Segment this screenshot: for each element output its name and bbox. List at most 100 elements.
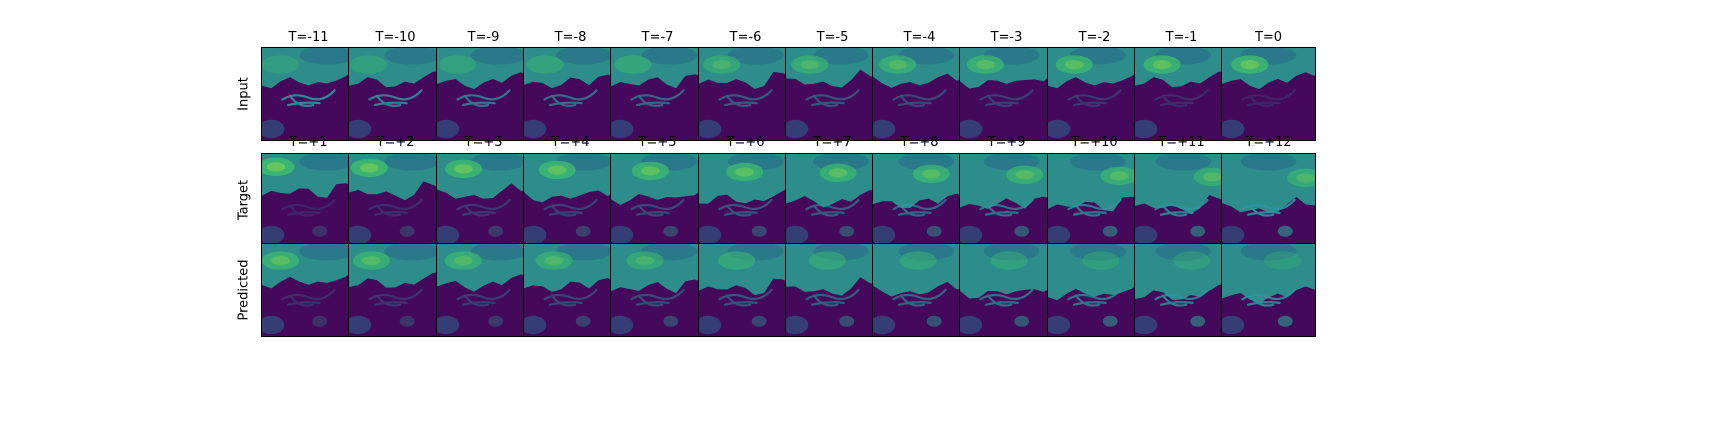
row-label-input: Input: [234, 47, 254, 141]
field-image: [873, 48, 966, 140]
input-frame-panel: [1134, 47, 1229, 141]
input-frame-panel: [872, 47, 967, 141]
field-image: [1222, 48, 1315, 140]
predicted-frame-panel: [785, 243, 880, 337]
panel-title: T=+8: [900, 135, 939, 150]
field-image: [960, 154, 1053, 246]
input-frame-panel: [1221, 47, 1316, 141]
predicted-frame-panel: [1134, 243, 1229, 337]
target-frame-panel: [785, 153, 880, 247]
panel-title: T=-7: [641, 30, 674, 45]
predicted-frame-panel: [872, 243, 967, 337]
panel-title: T=-4: [903, 30, 936, 45]
field-image: [349, 244, 442, 336]
row-label-predicted: Predicted: [234, 243, 254, 337]
field-image: [699, 154, 792, 246]
row-label-target: Target: [234, 153, 254, 247]
predicted-frame-panel: [523, 243, 618, 337]
panel-title: T=+2: [376, 135, 415, 150]
field-image: [1048, 154, 1141, 246]
predicted-frame-panel: [610, 243, 705, 337]
predicted-frame-panel: [1047, 243, 1142, 337]
panel-title: T=-9: [467, 30, 500, 45]
row-label-text: Input: [236, 77, 252, 111]
input-frame-panel: [698, 47, 793, 141]
panel-title: T=0: [1254, 30, 1283, 45]
input-frame-panel: [348, 47, 443, 141]
field-image: [262, 48, 355, 140]
target-frame-panel: [348, 153, 443, 247]
predicted-frame-panel: [959, 243, 1054, 337]
field-image: [437, 154, 530, 246]
panel-title: T=-2: [1078, 30, 1111, 45]
target-frame-panel: [1134, 153, 1229, 247]
field-image: [786, 48, 879, 140]
panel-title: T=+5: [638, 135, 677, 150]
field-image: [524, 48, 617, 140]
predicted-frame-panel: [348, 243, 443, 337]
field-image: [611, 154, 704, 246]
panel-title: T=+4: [551, 135, 590, 150]
field-image: [699, 48, 792, 140]
target-frame-panel: [1047, 153, 1142, 247]
field-image: [349, 48, 442, 140]
panel-title: T=-11: [288, 30, 329, 45]
target-frame-panel: [872, 153, 967, 247]
field-image: [611, 48, 704, 140]
field-image: [699, 244, 792, 336]
field-image: [873, 154, 966, 246]
field-image: [1222, 244, 1315, 336]
field-image: [437, 244, 530, 336]
panel-title: T=+11: [1158, 135, 1205, 150]
predicted-frame-panel: [261, 243, 356, 337]
panel-title: T=+6: [726, 135, 765, 150]
input-frame-panel: [959, 47, 1054, 141]
field-image: [437, 48, 530, 140]
field-image: [262, 154, 355, 246]
field-image: [524, 244, 617, 336]
panel-title: T=-3: [990, 30, 1023, 45]
target-frame-panel: [959, 153, 1054, 247]
field-image: [786, 154, 879, 246]
target-frame-panel: [523, 153, 618, 247]
panel-title: T=-8: [554, 30, 587, 45]
field-image: [1048, 48, 1141, 140]
field-image: [1135, 154, 1228, 246]
input-frame-panel: [785, 47, 880, 141]
target-frame-panel: [698, 153, 793, 247]
panel-title: T=-5: [816, 30, 849, 45]
input-frame-panel: [523, 47, 618, 141]
panel-title: T=+3: [464, 135, 503, 150]
input-frame-panel: [1047, 47, 1142, 141]
panel-title: T=+7: [813, 135, 852, 150]
field-image: [1048, 244, 1141, 336]
input-frame-panel: [436, 47, 531, 141]
panel-title: T=+1: [289, 135, 328, 150]
predicted-frame-panel: [698, 243, 793, 337]
panel-title: T=+10: [1071, 135, 1118, 150]
target-frame-panel: [1221, 153, 1316, 247]
row-label-text: Target: [236, 179, 252, 221]
input-frame-panel: [261, 47, 356, 141]
target-frame-panel: [610, 153, 705, 247]
panel-title: T=+9: [987, 135, 1026, 150]
field-image: [1135, 48, 1228, 140]
target-frame-panel: [261, 153, 356, 247]
row-label-text: Predicted: [236, 259, 252, 321]
field-image: [611, 244, 704, 336]
panel-title: T=-6: [729, 30, 762, 45]
field-image: [873, 244, 966, 336]
field-image: [960, 244, 1053, 336]
target-frame-panel: [436, 153, 531, 247]
input-frame-panel: [610, 47, 705, 141]
field-image: [786, 244, 879, 336]
panel-title: T=-10: [375, 30, 416, 45]
field-image: [262, 244, 355, 336]
panel-title: T=+12: [1245, 135, 1292, 150]
field-image: [349, 154, 442, 246]
predicted-frame-panel: [436, 243, 531, 337]
field-image: [960, 48, 1053, 140]
field-image: [1135, 244, 1228, 336]
field-image: [524, 154, 617, 246]
